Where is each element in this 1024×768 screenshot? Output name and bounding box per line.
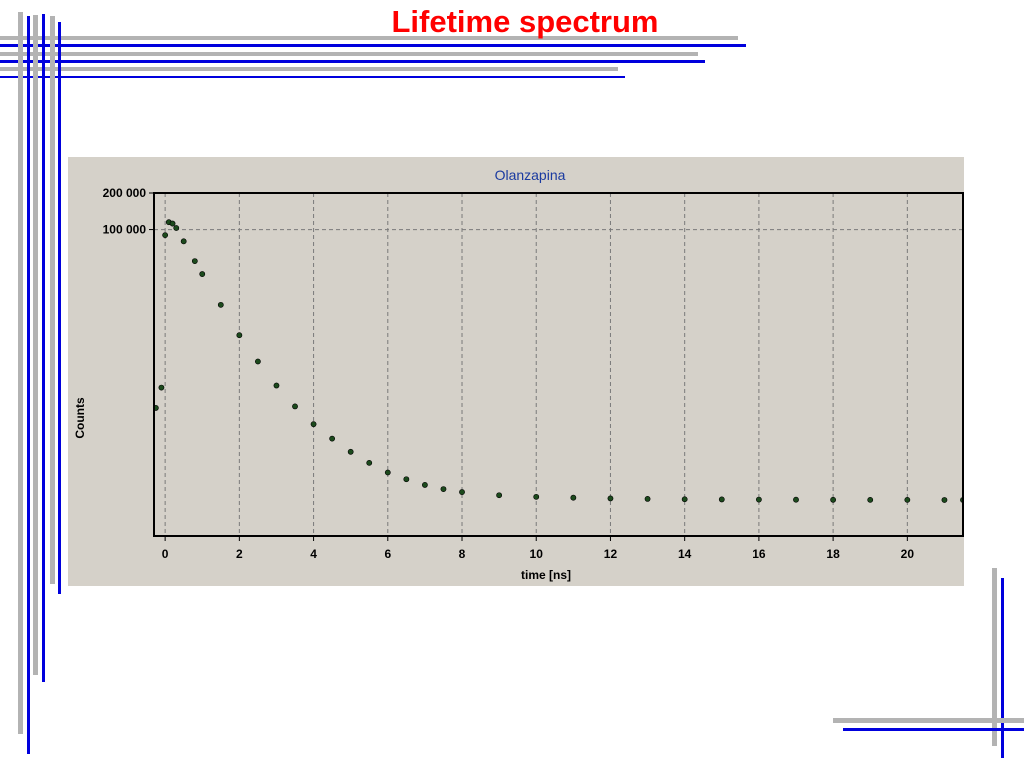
data-point xyxy=(867,496,874,503)
data-point xyxy=(570,494,577,501)
y-tick-label: 200 000 xyxy=(103,186,147,200)
x-tick-label: 8 xyxy=(459,547,466,561)
lifetime-chart: Olanzapina time [ns] Counts 0 2 4 6 8 10 12 14 1… xyxy=(73,167,964,582)
x-axis-label: time [ns] xyxy=(521,568,571,582)
data-point xyxy=(904,496,911,503)
y-axis-label: Counts xyxy=(73,397,87,439)
data-point xyxy=(236,332,243,339)
deco-top-gray-line-1 xyxy=(0,36,738,40)
x-tick-label: 0 xyxy=(162,547,169,561)
data-point xyxy=(793,496,799,503)
x-tick-label: 6 xyxy=(384,547,391,561)
data-point xyxy=(403,476,410,483)
x-tick-label: 4 xyxy=(310,547,317,561)
data-point xyxy=(329,435,336,442)
x-tick-label: 14 xyxy=(678,547,692,561)
data-point xyxy=(347,448,354,455)
deco-corner-gray-vertical xyxy=(992,568,997,746)
data-point xyxy=(199,271,206,277)
data-point xyxy=(173,225,180,231)
data-point xyxy=(191,258,198,265)
x-tick-label: 12 xyxy=(604,547,618,561)
plot-frame xyxy=(153,192,964,537)
grid-lines xyxy=(154,193,963,536)
deco-left-gray-line-2 xyxy=(33,15,38,675)
deco-left-blue-line-2 xyxy=(42,14,45,682)
deco-top-gray-line-2 xyxy=(0,52,698,56)
deco-top-blue-line-1 xyxy=(0,44,746,47)
deco-left-blue-line-3 xyxy=(58,22,61,594)
data-point xyxy=(755,496,762,503)
deco-left-gray-line-3 xyxy=(50,16,55,584)
data-point xyxy=(496,492,503,499)
data-point xyxy=(217,301,224,308)
data-point xyxy=(607,495,614,502)
x-tick-label: 16 xyxy=(752,547,766,561)
deco-top-blue-line-3 xyxy=(0,76,625,78)
deco-corner-blue-vertical xyxy=(1001,578,1004,758)
y-tick-label: 100 000 xyxy=(103,223,147,237)
data-point xyxy=(830,496,837,503)
data-point xyxy=(533,493,540,500)
chart-panel: Olanzapina time [ns] Counts 0 2 4 6 8 10 12 14 1… xyxy=(68,157,964,586)
data-point xyxy=(255,358,261,365)
deco-corner-blue-horizontal xyxy=(843,728,1024,731)
slide-title: Lifetime spectrum xyxy=(391,4,659,39)
axis-ticks: 0 2 4 6 8 10 12 14 16 18 20 200 000 100 000 xyxy=(103,186,915,561)
deco-corner-gray-horizontal xyxy=(833,718,1024,723)
data-point xyxy=(366,459,373,466)
chart-title: Olanzapina xyxy=(495,167,566,183)
data-point xyxy=(169,220,176,227)
deco-left-gray-line-1 xyxy=(18,12,23,734)
data-point xyxy=(162,232,169,239)
deco-top-gray-line-3 xyxy=(0,67,618,71)
data-points xyxy=(152,219,964,503)
data-point xyxy=(158,384,165,391)
data-point xyxy=(384,469,391,476)
data-point xyxy=(681,496,688,503)
x-tick-label: 2 xyxy=(236,547,243,561)
x-tick-label: 18 xyxy=(826,547,840,561)
data-point xyxy=(941,497,948,503)
deco-left-blue-line-1 xyxy=(27,16,30,754)
data-point xyxy=(459,489,465,495)
data-point xyxy=(292,403,298,410)
data-point xyxy=(310,421,317,428)
data-point xyxy=(718,496,725,503)
data-point xyxy=(440,486,447,492)
deco-top-blue-line-2 xyxy=(0,60,705,63)
x-tick-label: 20 xyxy=(901,547,915,561)
data-point xyxy=(644,496,651,502)
data-point xyxy=(273,382,280,389)
x-tick-label: 10 xyxy=(530,547,544,561)
data-point xyxy=(180,238,187,245)
data-point xyxy=(422,482,428,488)
